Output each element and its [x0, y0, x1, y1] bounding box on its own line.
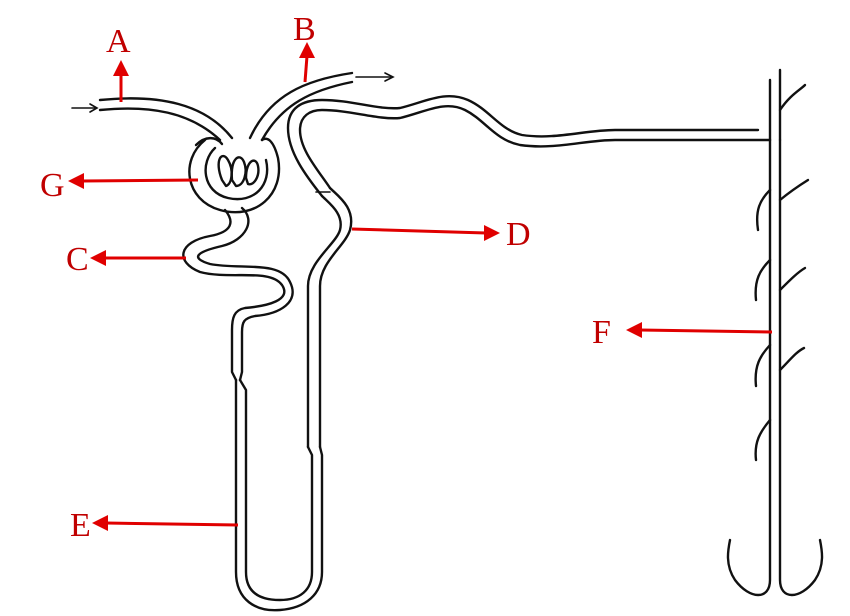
afferent-arteriole	[71, 97, 234, 142]
label-a: A	[106, 23, 131, 60]
glomerulus	[217, 154, 260, 188]
arrow-b	[299, 42, 315, 83]
arrow-a	[113, 60, 129, 102]
arrow-f	[626, 322, 773, 338]
arrow-d	[351, 225, 500, 241]
label-e: E	[70, 507, 91, 544]
label-g: G	[40, 167, 65, 204]
bowmans-capsule	[188, 136, 281, 214]
arrow-g	[68, 173, 199, 189]
loop-of-henle	[234, 186, 353, 612]
label-b: B	[293, 11, 316, 48]
proximal-convoluted-tubule	[182, 206, 294, 382]
arrow-e	[92, 515, 239, 531]
arrow-c	[90, 250, 186, 266]
label-f: F	[592, 314, 611, 351]
distal-convoluted-tubule	[286, 95, 772, 198]
efferent-arteriole	[248, 71, 395, 142]
label-d: D	[506, 216, 531, 253]
label-c: C	[66, 241, 89, 278]
collecting-duct	[726, 68, 824, 597]
